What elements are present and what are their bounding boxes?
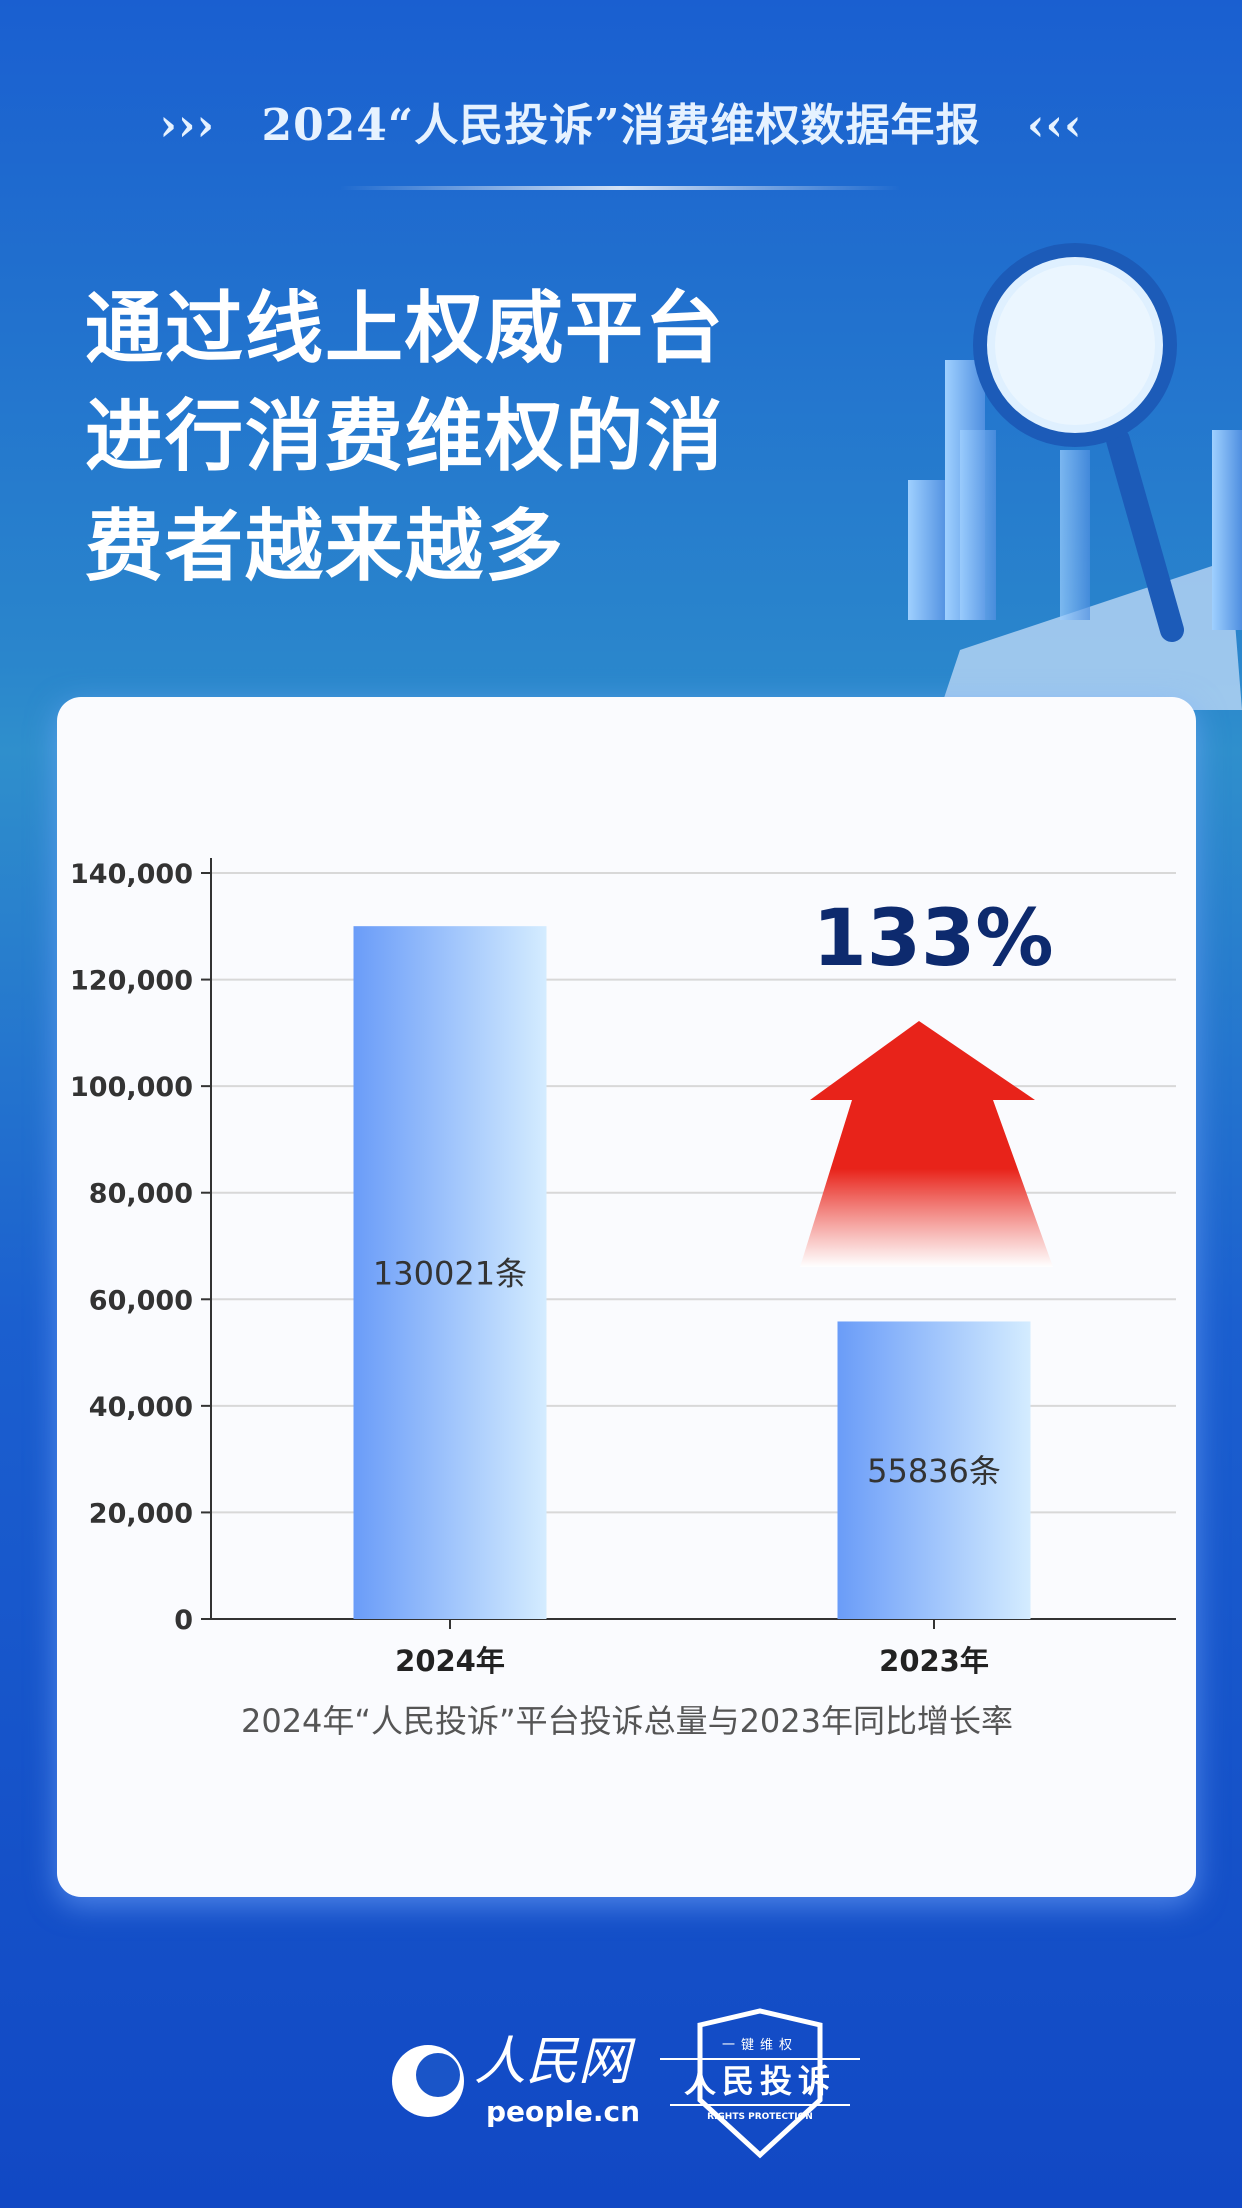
y-tick-label: 80,000 (89, 1179, 193, 1210)
people-globe-icon (392, 2045, 464, 2117)
bar-data-label: 55836条 (867, 1452, 1001, 1490)
chart-card (57, 697, 1196, 1897)
headline-line-1: 通过线上权威平台 (85, 284, 726, 374)
left-chevrons-icon: ››› (159, 100, 216, 151)
growth-annotation: 133% (813, 894, 1054, 984)
y-tick-label: 40,000 (89, 1392, 193, 1423)
y-tick-label: 120,000 (70, 966, 193, 997)
magnifier-illustration (908, 243, 1242, 710)
y-tick-label: 0 (174, 1605, 193, 1636)
x-tick-label: 2023年 (879, 1644, 989, 1678)
x-tick-label: 2024年 (395, 1644, 505, 1678)
chart-caption: 2024年“人民投诉”平台投诉总量与2023年同比增长率 (241, 1702, 1013, 1740)
bar-chart: 0 20,000 40,000 60,000 80,000 100,000 120,000 1… (70, 858, 1176, 1740)
y-tick-label: 140,000 (70, 859, 193, 890)
bar-data-label: 130021条 (373, 1255, 527, 1293)
up-arrow-icon (800, 1021, 1053, 1267)
bar-2023年 (837, 1321, 1031, 1619)
divider (340, 186, 900, 190)
y-tick-label: 20,000 (89, 1498, 193, 1529)
report-title: ››› 2024“人民投诉”消费维权数据年报 ‹‹‹ (159, 100, 1083, 151)
y-tick-label: 60,000 (89, 1285, 193, 1316)
rights-protection-logo: 一键维权 人民投诉 RIGHTS PROTECTION (660, 2005, 860, 2165)
shield-icon (660, 2008, 860, 2159)
headline-line-3: 费者越来越多 (85, 502, 566, 592)
bar-2024年 (353, 926, 547, 1619)
right-chevrons-icon: ‹‹‹ (1026, 100, 1083, 151)
headline-line-2: 进行消费维权的消 (85, 392, 726, 482)
y-tick-label: 100,000 (70, 1072, 193, 1103)
